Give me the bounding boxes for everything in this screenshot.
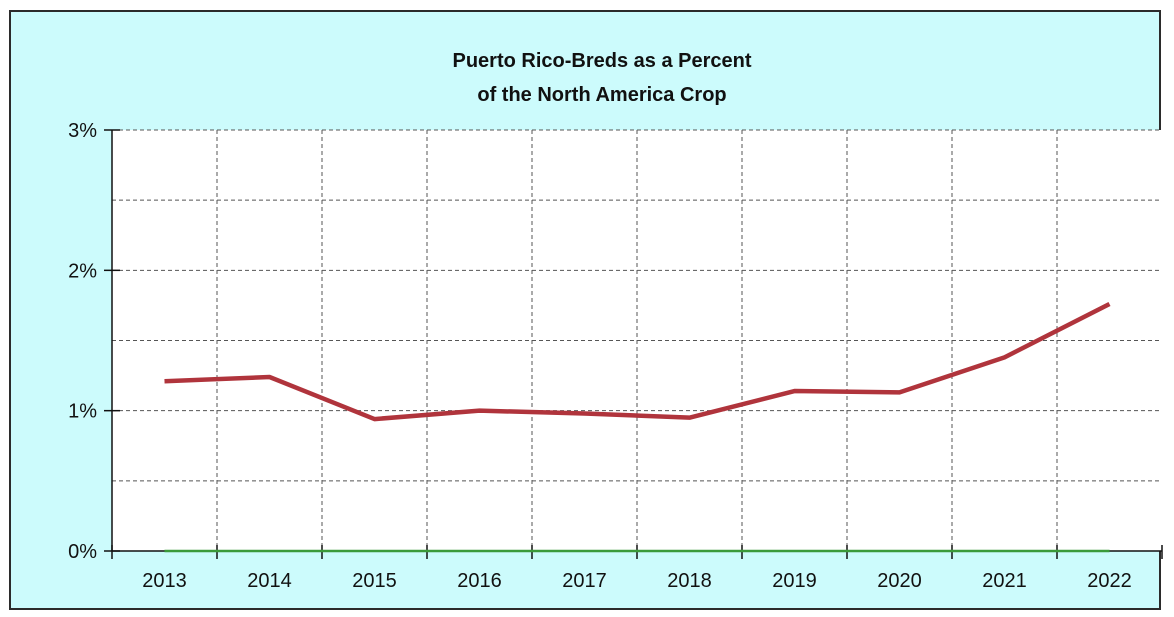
series-layer — [164, 302, 1111, 553]
x-tick-label: 2019 — [772, 570, 817, 592]
chart-title-line-2: of the North America Crop — [477, 84, 726, 106]
x-tick-label: 2021 — [982, 570, 1027, 592]
label-layer: 0% 1% 2% 3% 2013 2014 2015 2016 2017 2018 2019 2020… — [68, 120, 1132, 592]
chart-frame: Puerto Rico-Breds as a Percent of the No… — [9, 10, 1163, 610]
x-tick-label: 2020 — [877, 570, 922, 592]
y-tick-label: 2% — [68, 260, 97, 282]
chart-title-line-1: Puerto Rico-Breds as a Percent — [453, 50, 752, 72]
grid-layer — [112, 129, 1162, 551]
x-tick-label: 2018 — [667, 570, 712, 592]
x-tick-label: 2015 — [352, 570, 397, 592]
series-line-1 — [164, 302, 1111, 422]
x-tick-label: 2017 — [562, 570, 607, 592]
x-tick-label: 2014 — [247, 570, 292, 592]
x-tick-label: 2013 — [142, 570, 187, 592]
y-tick-label: 3% — [68, 120, 97, 142]
x-tick-label: 2016 — [457, 570, 502, 592]
y-tick-label: 1% — [68, 401, 97, 423]
x-tick-label: 2022 — [1087, 570, 1132, 592]
y-tick-label: 0% — [68, 541, 97, 563]
